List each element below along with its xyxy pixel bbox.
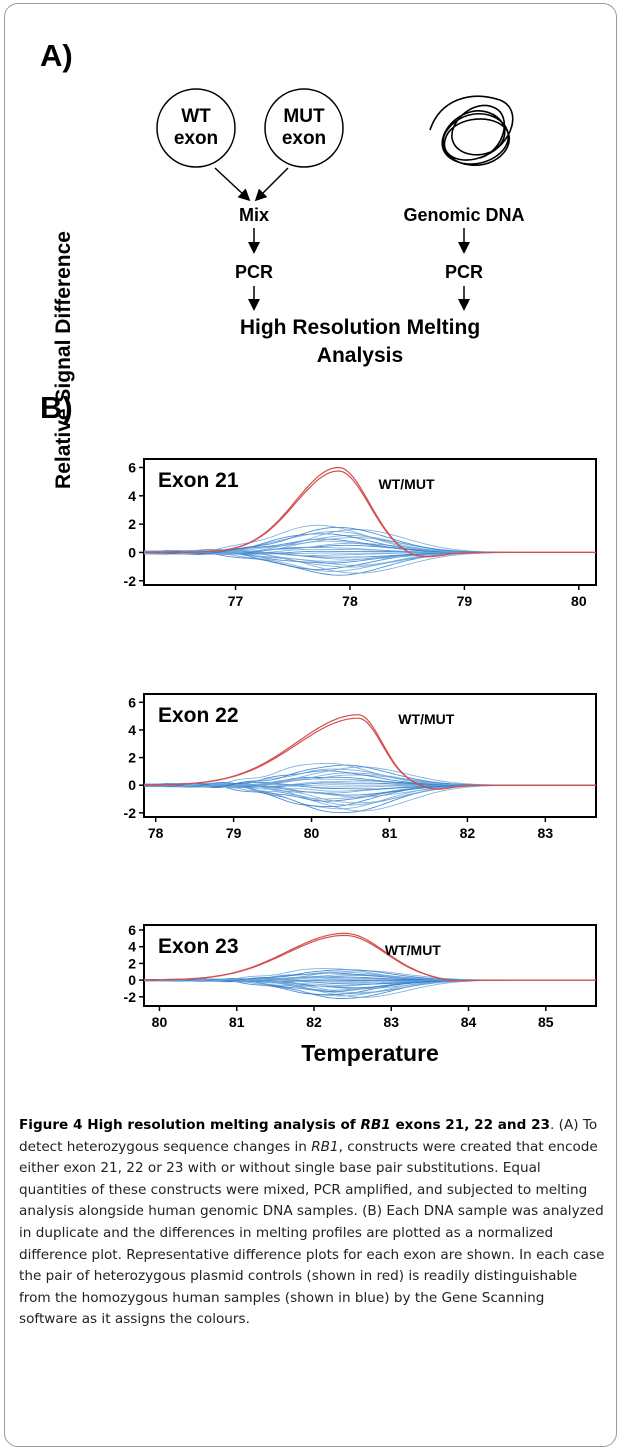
wt-mut-curve <box>143 717 596 790</box>
y-tick-label: 6 <box>128 694 136 710</box>
y-tick-label: -2 <box>124 805 137 821</box>
x-tick-label: 77 <box>228 593 244 609</box>
panel-a-diagram <box>156 88 514 311</box>
x-tick-label: 83 <box>538 825 554 841</box>
x-tick-label: 79 <box>226 825 242 841</box>
wt-exon-label: WT exon <box>173 106 219 149</box>
y-tick-label: 6 <box>128 922 136 938</box>
x-tick-label: 80 <box>304 825 320 841</box>
y-tick-label: 2 <box>128 955 136 971</box>
x-tick-label: 84 <box>461 1014 477 1030</box>
x-tick-label: 82 <box>460 825 476 841</box>
chart-3-title: Exon 23 <box>158 935 239 958</box>
genomic-dna-label: Genomic DNA <box>403 205 525 225</box>
y-tick-label: 0 <box>128 972 136 988</box>
x-tick-label: 78 <box>148 825 164 841</box>
chart-3-frame <box>143 924 597 1007</box>
chart-2-frame <box>143 693 597 818</box>
y-tick-label: 4 <box>128 488 136 504</box>
x-tick-label: 81 <box>229 1014 245 1030</box>
mut-exon-label: MUT exon <box>281 106 327 149</box>
hrm-title-line1: High Resolution Melting <box>239 316 481 339</box>
chart-1-frame <box>143 458 597 586</box>
blue-sample-curve <box>143 783 596 814</box>
y-tick-label: 2 <box>128 516 136 532</box>
y-tick-label: 0 <box>128 544 136 560</box>
wt-mut-curve <box>144 934 596 982</box>
x-tick-label: 83 <box>383 1014 399 1030</box>
pcr-left-label: PCR <box>234 262 273 282</box>
x-tick-label: 79 <box>457 593 473 609</box>
caption-title-part1: Figure 4 High resolution melting analysi… <box>19 1117 361 1133</box>
y-tick-label: 0 <box>128 777 136 793</box>
arrow-mut-to-mix <box>254 167 289 202</box>
x-tick-label: 82 <box>306 1014 322 1030</box>
x-tick-label: 81 <box>382 825 398 841</box>
y-tick-label: 4 <box>128 939 136 955</box>
mut-exon-circle <box>264 88 344 168</box>
pcr-right-label: PCR <box>444 262 483 282</box>
chart-1-title: Exon 21 <box>158 469 239 492</box>
wt-mut-annotation: WT/MUT <box>379 476 435 492</box>
hrm-title-line2: Analysis <box>316 344 404 367</box>
x-tick-label: 80 <box>152 1014 168 1030</box>
x-tick-label: 78 <box>342 593 358 609</box>
genomic-dna-squiggle-icon <box>429 95 514 166</box>
y-tick-label: -2 <box>124 573 137 589</box>
figure-frame <box>4 3 617 1447</box>
y-tick-label: 6 <box>128 459 136 475</box>
wt-mut-curve <box>144 470 596 558</box>
y-tick-label: -2 <box>124 989 137 1005</box>
x-axis-label: Temperature <box>301 1040 439 1066</box>
x-tick-label: 80 <box>571 593 587 609</box>
y-tick-label: 4 <box>128 722 136 738</box>
caption-gene-2: RB1 <box>311 1138 339 1155</box>
caption-title-part2: exons 21, 22 and 23 <box>390 1117 550 1133</box>
panel-b-label: B) <box>40 390 73 425</box>
arrow-wt-to-mix <box>214 167 251 202</box>
figure-caption: Figure 4 High resolution melting analysi… <box>19 1115 607 1331</box>
caption-text-2: , constructs were created that encode ei… <box>19 1138 605 1328</box>
caption-gene: RB1 <box>360 1117 391 1133</box>
wt-exon-circle <box>156 88 236 168</box>
x-tick-label: 85 <box>538 1014 554 1030</box>
wt-mut-annotation: WT/MUT <box>385 942 441 958</box>
wt-mut-annotation: WT/MUT <box>398 711 454 727</box>
y-tick-label: 2 <box>128 750 136 766</box>
mix-label: Mix <box>238 205 269 225</box>
panel-a-label: A) <box>40 38 73 73</box>
chart-2-title: Exon 22 <box>158 704 239 727</box>
caption-text-1: . (A) To detect heterozygous sequence ch… <box>19 1117 598 1155</box>
